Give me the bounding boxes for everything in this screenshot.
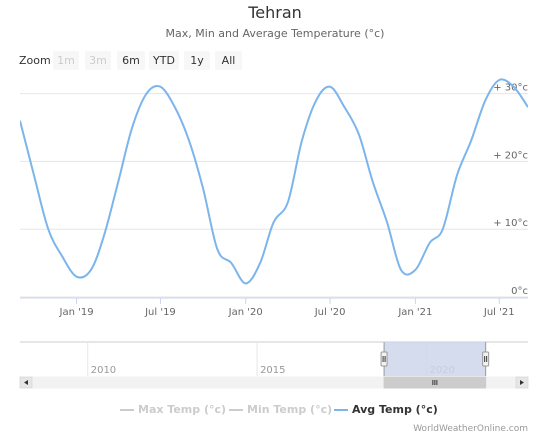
navigator-selection[interactable]	[384, 342, 486, 376]
zoom-1m-button[interactable]: 1m	[53, 51, 79, 70]
zoom-6m-button[interactable]: 6m	[117, 51, 145, 70]
x-tick-label: Jul '21	[483, 307, 515, 318]
y-tick-label: 0°c	[511, 286, 528, 297]
zoom-ytd-button[interactable]: YTD	[149, 51, 179, 70]
zoom-all-button[interactable]: All	[215, 51, 242, 70]
chevron-left-icon	[24, 380, 28, 385]
x-axis: Jan '19 Jul '19 Jan '20 Jul '20 Jan '21 Jul '…	[20, 297, 528, 318]
y-tick-label: + 30°c	[493, 83, 528, 94]
x-tick-label: Jan '21	[397, 307, 432, 318]
legend-item-min-temp[interactable]: Min Temp (°c)	[229, 403, 332, 416]
chart-subtitle: Max, Min and Average Temperature (°c)	[165, 27, 385, 40]
series-layer	[20, 78, 528, 285]
navigator-handle[interactable]	[482, 351, 490, 367]
legend-line-icon	[229, 409, 243, 411]
zoom-1y-button[interactable]: 1y	[184, 51, 210, 70]
x-tick-label: Jul '19	[144, 307, 176, 318]
navigator-handle[interactable]	[380, 351, 388, 367]
legend-label: Max Temp (°c)	[138, 403, 227, 416]
y-tick-label: + 10°c	[493, 218, 528, 229]
chevron-right-icon	[520, 380, 524, 385]
y-axis: 0°c + 10°c + 20°c + 30°c	[493, 83, 528, 297]
x-tick-label: Jan '19	[59, 307, 94, 318]
navigator-tick-label: 2015	[260, 365, 285, 376]
scrollbar[interactable]	[19, 376, 529, 389]
x-tick-label: Jul '20	[314, 307, 346, 318]
series-line-avg-temp[interactable]	[20, 78, 528, 285]
navigator-tick-label: 2010	[91, 365, 116, 376]
legend-item-avg-temp[interactable]: Avg Temp (°c)	[334, 403, 438, 416]
legend-label: Min Temp (°c)	[247, 403, 333, 416]
y-tick-label: + 20°c	[493, 150, 528, 161]
chart-title: Tehran	[248, 3, 302, 22]
legend-label: Avg Temp (°c)	[352, 403, 438, 416]
x-tick-label: Jan '20	[228, 307, 263, 318]
navigator[interactable]: 201020152020	[20, 341, 528, 376]
zoom-label: Zoom	[19, 54, 51, 67]
legend-line-icon	[120, 409, 134, 411]
legend-item-max-temp[interactable]: Max Temp (°c)	[120, 403, 226, 416]
zoom-3m-button[interactable]: 3m	[85, 51, 111, 70]
legend-line-icon	[334, 409, 348, 411]
credits-text[interactable]: WorldWeatherOnline.com	[413, 424, 528, 434]
